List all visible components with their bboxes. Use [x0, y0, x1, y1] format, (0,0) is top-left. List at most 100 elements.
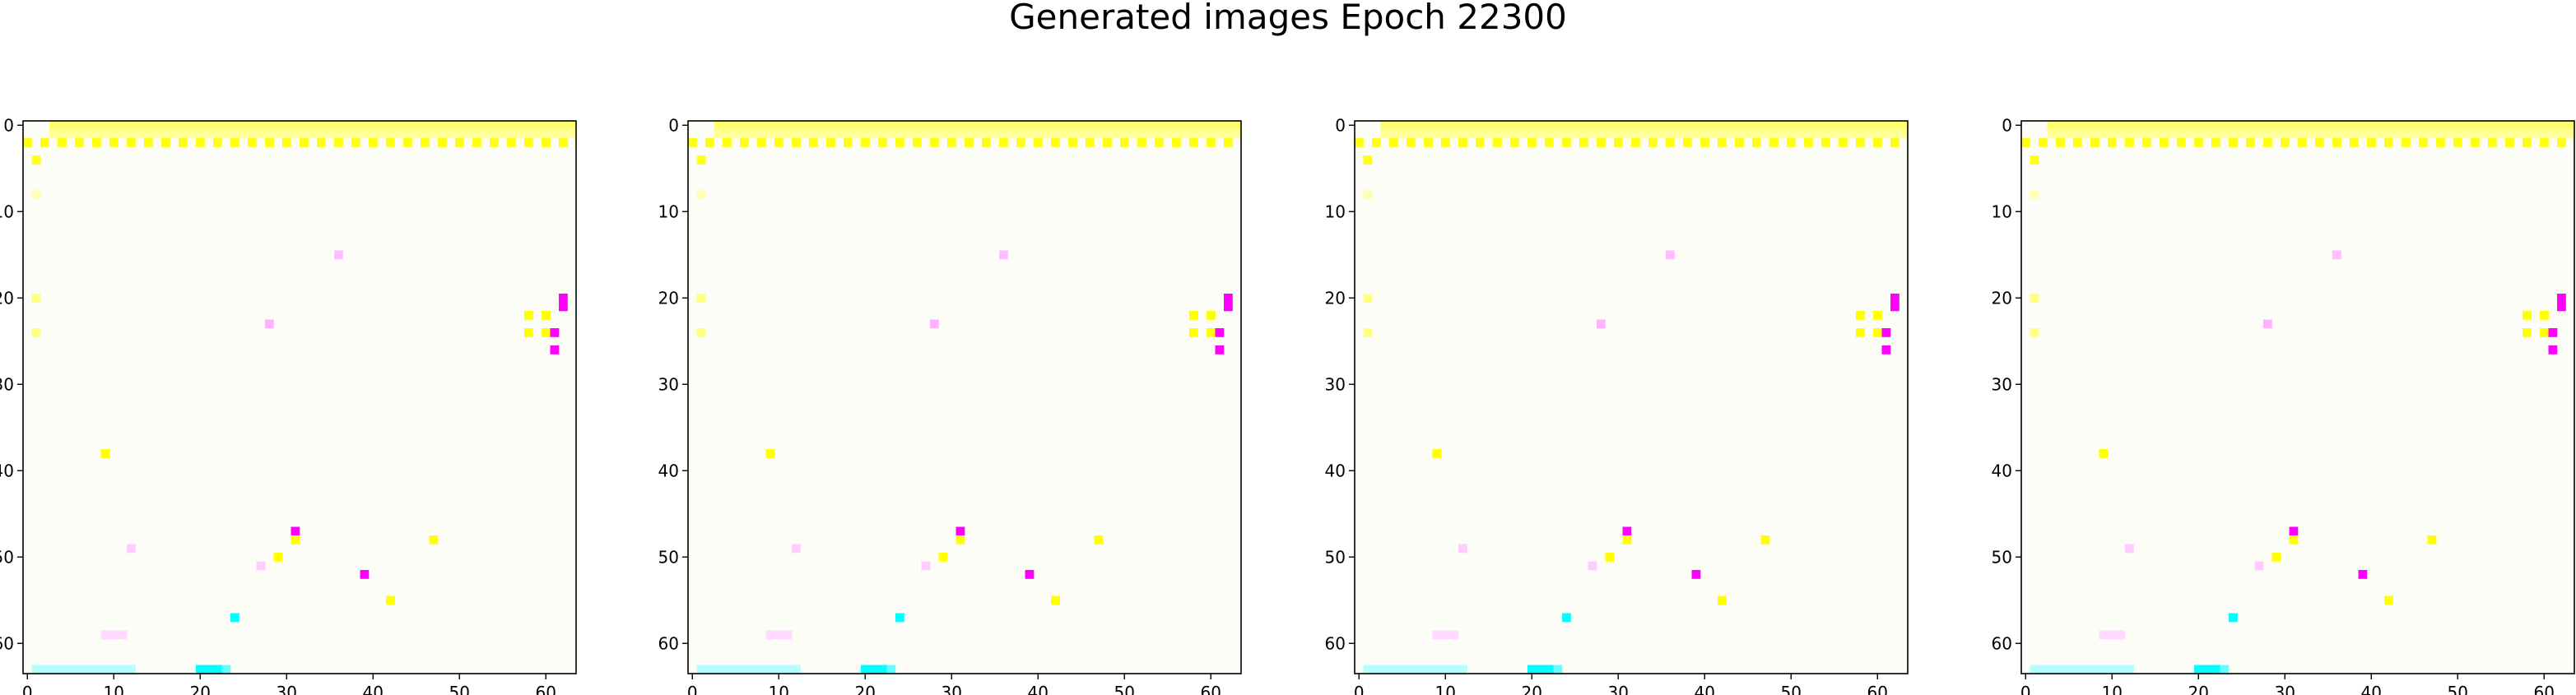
- heatmap-cell: [213, 665, 222, 674]
- heatmap-cell: [542, 121, 551, 130]
- heatmap-cell: [2332, 121, 2341, 130]
- heatmap-cell: [2488, 129, 2497, 139]
- heatmap-cell: [109, 665, 119, 674]
- heatmap-cell: [1545, 121, 1554, 130]
- x-tick-label: 50: [1114, 683, 1135, 695]
- y-tick-label: 60: [1325, 633, 1346, 653]
- heatmap-cell: [2125, 121, 2134, 130]
- heatmap-cell: [740, 121, 749, 130]
- heatmap-cell: [239, 129, 249, 139]
- heatmap-cell: [1068, 129, 1077, 139]
- heatmap-cell: [1007, 121, 1017, 130]
- heatmap-cell: [774, 630, 783, 640]
- heatmap-cell: [2125, 665, 2134, 674]
- heatmap-cell: [1856, 129, 1865, 139]
- heatmap-cell: [196, 138, 205, 147]
- heatmap-cell: [75, 138, 84, 147]
- heatmap-cell: [1025, 129, 1035, 139]
- heatmap-cell: [817, 121, 827, 130]
- heatmap-cell: [2444, 129, 2454, 139]
- x-tick-label: 0: [2020, 683, 2031, 695]
- heatmap-cell: [1189, 138, 1198, 147]
- heatmap-cell: [1648, 138, 1658, 147]
- heatmap-cell: [1890, 294, 1899, 303]
- heatmap-cell: [1068, 121, 1077, 130]
- heatmap-cell: [2540, 129, 2549, 139]
- heatmap-cell: [999, 138, 1008, 147]
- heatmap-cell: [463, 121, 473, 130]
- heatmap-cell: [213, 138, 222, 147]
- heatmap-cell: [455, 121, 464, 130]
- heatmap-cell: [256, 121, 266, 130]
- heatmap-cell: [2211, 665, 2220, 674]
- panel-image-area: [23, 121, 576, 674]
- heatmap-cell: [1622, 535, 1632, 544]
- heatmap-cell: [230, 138, 239, 147]
- heatmap-cell: [757, 129, 766, 139]
- heatmap-cell: [412, 121, 421, 130]
- heatmap-cell: [1103, 138, 1112, 147]
- heatmap-cell: [2151, 129, 2160, 139]
- y-tick-label: 50: [658, 547, 679, 567]
- heatmap-cell: [1873, 328, 1882, 337]
- heatmap-cell: [1224, 302, 1233, 312]
- heatmap-cell: [2056, 138, 2065, 147]
- x-tick-label: 20: [2188, 683, 2209, 695]
- heatmap-cell: [2194, 665, 2203, 674]
- heatmap-cell: [2081, 121, 2091, 130]
- x-tick-label: 20: [1522, 683, 1542, 695]
- heatmap-cell: [1760, 129, 1770, 139]
- heatmap-cell: [1864, 121, 1874, 130]
- heatmap-cell: [714, 665, 723, 674]
- heatmap-cell: [1424, 665, 1433, 674]
- heatmap-cell: [947, 121, 956, 130]
- heatmap-cell: [300, 129, 309, 139]
- heatmap-cell: [956, 121, 965, 130]
- heatmap-cell: [2056, 121, 2065, 130]
- heatmap-cell: [1076, 129, 1086, 139]
- heatmap-cell: [1441, 665, 1450, 674]
- heatmap-cell: [40, 665, 49, 674]
- heatmap-cell: [2108, 121, 2117, 130]
- heatmap-cell: [774, 129, 783, 139]
- heatmap-cell: [127, 121, 136, 130]
- heatmap-cell: [731, 129, 741, 139]
- heatmap-cell: [869, 665, 879, 674]
- heatmap-cell: [31, 328, 41, 337]
- heatmap-cell: [2453, 129, 2462, 139]
- heatmap-cell: [765, 129, 775, 139]
- heatmap-cell: [2090, 121, 2099, 130]
- heatmap-cell: [83, 121, 93, 130]
- y-tick-label: 60: [1992, 633, 2012, 653]
- heatmap-cell: [973, 129, 983, 139]
- heatmap-cell: [221, 129, 231, 139]
- heatmap-cell: [2194, 121, 2203, 130]
- heatmap-cell: [2557, 138, 2566, 147]
- x-tick-label: 60: [1201, 683, 1221, 695]
- heatmap-cell: [2081, 665, 2091, 674]
- x-tick-label: 50: [2448, 683, 2468, 695]
- heatmap-cell: [765, 665, 775, 674]
- heatmap-cell: [438, 129, 447, 139]
- heatmap-cell: [360, 121, 370, 130]
- heatmap-cell: [886, 665, 896, 674]
- heatmap-cell: [921, 561, 931, 571]
- heatmap-cell: [1467, 121, 1476, 130]
- heatmap-cell: [507, 138, 516, 147]
- heatmap-cell: [1501, 121, 1511, 130]
- heatmap-cell: [740, 665, 749, 674]
- heatmap-cell: [2108, 138, 2117, 147]
- heatmap-cell: [472, 129, 481, 139]
- heatmap-cell: [1545, 129, 1554, 139]
- heatmap-cell: [2332, 138, 2341, 147]
- heatmap-cell: [2496, 121, 2506, 130]
- y-tick-label: 10: [1992, 202, 2012, 221]
- heatmap-cell: [58, 138, 67, 147]
- heatmap-cell: [1025, 121, 1035, 130]
- heatmap-cell: [1016, 138, 1025, 147]
- heatmap-cell: [1363, 155, 1373, 164]
- heatmap-cell: [2133, 129, 2143, 139]
- heatmap-cell: [1215, 121, 1225, 130]
- heatmap-cell: [1441, 630, 1450, 640]
- heatmap-cell: [472, 138, 481, 147]
